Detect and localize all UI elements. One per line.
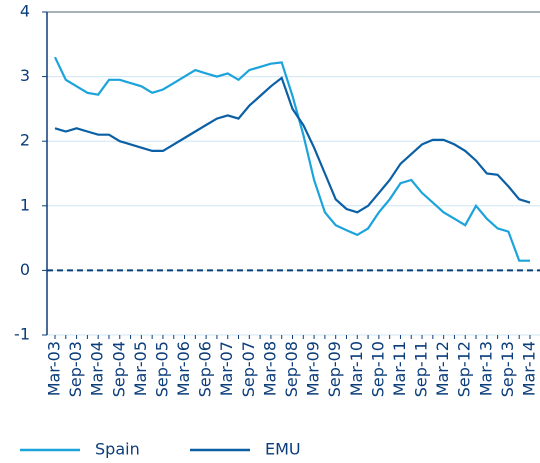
x-tick-label: Sep-08 — [282, 341, 301, 397]
line-series — [54, 76, 531, 214]
line-series — [54, 56, 530, 262]
y-tick-label: -1 — [14, 325, 30, 344]
x-tick-label: Mar-11 — [390, 341, 409, 396]
legend-label: EMU — [265, 440, 301, 459]
y-tick-label: 1 — [20, 195, 30, 214]
x-tick-label: Mar-03 — [45, 341, 64, 396]
y-tick-label: 0 — [20, 260, 30, 279]
x-tick-label: Sep-09 — [325, 341, 344, 397]
x-tick-label: Sep-12 — [455, 341, 474, 397]
x-tick-label: Sep-10 — [368, 341, 387, 397]
x-tick-label: Mar-12 — [433, 341, 452, 396]
y-tick-label: 3 — [20, 66, 30, 85]
y-tick-label: 2 — [20, 131, 30, 150]
x-tick-label: Mar-09 — [304, 341, 323, 396]
y-tick-label: 4 — [20, 2, 30, 21]
x-tick-label: Mar-14 — [520, 341, 539, 396]
legend-label: Spain — [95, 440, 140, 459]
x-tick-label: Sep-06 — [196, 341, 215, 397]
x-tick-label: Mar-13 — [476, 341, 495, 396]
x-tick-label: Mar-05 — [131, 341, 150, 396]
x-tick-label: Sep-03 — [66, 341, 85, 397]
x-tick-label: Sep-07 — [239, 341, 258, 397]
x-tick-label: Sep-11 — [412, 341, 431, 397]
x-tick-label: Sep-04 — [109, 341, 128, 397]
x-tick-label: Sep-13 — [498, 341, 517, 397]
x-tick-label: Sep-05 — [152, 341, 171, 397]
x-tick-label: Mar-07 — [217, 341, 236, 396]
x-tick-label: Mar-06 — [174, 341, 193, 396]
x-tick-label: Mar-04 — [88, 341, 107, 396]
x-tick-label: Mar-10 — [347, 341, 366, 396]
x-tick-label: Mar-08 — [260, 341, 279, 396]
